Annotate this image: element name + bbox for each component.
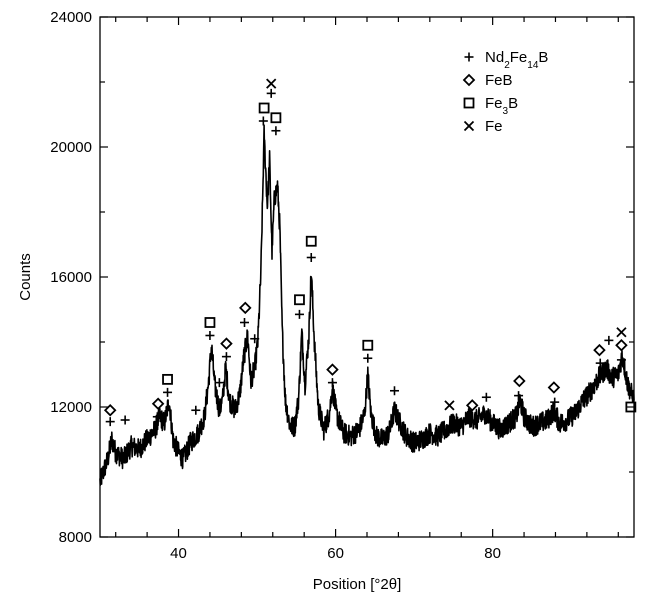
- y-axis-title: Counts: [17, 253, 34, 301]
- marker-diamond: [513, 374, 526, 388]
- legend-item: FeB: [462, 72, 513, 89]
- legend-label: FeB: [485, 72, 513, 89]
- marker-square: [463, 97, 475, 109]
- marker-plus: [550, 397, 560, 407]
- plot-area: [99, 78, 637, 486]
- marker-cross: [616, 327, 627, 338]
- marker-plus: [294, 309, 304, 319]
- marker-plus: [389, 386, 399, 396]
- y-tick-label: 12000: [50, 399, 92, 416]
- marker-plus: [205, 331, 215, 340]
- y-tick-label: 24000: [50, 9, 92, 26]
- marker-plus: [239, 318, 249, 327]
- marker-plus: [604, 335, 614, 345]
- marker-plus: [191, 405, 201, 415]
- series-line: [99, 124, 635, 486]
- marker-diamond: [220, 337, 233, 350]
- legend-label: Fe: [485, 118, 503, 135]
- marker-plus: [258, 116, 268, 126]
- y-tick-label: 16000: [50, 269, 92, 286]
- marker-plus: [306, 253, 316, 262]
- marker-diamond: [593, 343, 606, 357]
- marker-square: [305, 235, 317, 247]
- marker-cross: [463, 120, 475, 132]
- legend-item: Fe3B: [463, 95, 518, 117]
- marker-square: [362, 339, 374, 351]
- marker-diamond: [465, 399, 479, 412]
- y-tick-label: 8000: [59, 529, 92, 546]
- marker-square: [294, 294, 305, 306]
- legend-item: Fe: [463, 118, 503, 135]
- marker-plus: [105, 417, 115, 427]
- marker-plus: [214, 378, 224, 388]
- marker-cross: [444, 400, 455, 411]
- legend-item: Nd2Fe14B: [464, 49, 548, 71]
- marker-square: [162, 373, 173, 385]
- marker-diamond: [462, 73, 476, 87]
- marker-plus: [616, 355, 626, 365]
- marker-plus: [363, 353, 373, 363]
- marker-diamond: [547, 381, 561, 394]
- marker-plus: [464, 52, 474, 62]
- marker-square: [258, 102, 270, 114]
- marker-square: [270, 112, 282, 124]
- x-axis-title: Position [°2θ]: [313, 576, 402, 593]
- marker-diamond: [239, 301, 252, 315]
- marker-diamond: [615, 338, 628, 352]
- y-tick-label: 20000: [50, 139, 92, 156]
- marker-plus: [271, 126, 281, 136]
- marker-diamond: [326, 363, 339, 376]
- legend-label: Nd2Fe14B: [485, 49, 548, 71]
- marker-diamond: [151, 397, 165, 411]
- legend-label: Fe3B: [485, 95, 518, 117]
- marker-plus: [481, 392, 491, 402]
- marker-plus: [163, 387, 173, 397]
- marker-plus: [595, 358, 605, 368]
- marker-plus: [221, 352, 231, 362]
- marker-plus: [327, 378, 337, 388]
- x-tick-label: 40: [170, 545, 187, 562]
- axes: 8000 12000 16000 20000 24000 40 60 80: [50, 9, 635, 562]
- marker-plus: [152, 412, 162, 422]
- x-tick-label: 60: [327, 545, 344, 562]
- marker-diamond: [103, 403, 117, 417]
- marker-plus: [250, 334, 260, 344]
- x-tick-label: 80: [484, 545, 501, 562]
- marker-plus: [514, 391, 524, 401]
- marker-plus: [266, 88, 276, 98]
- marker-square: [204, 317, 216, 328]
- marker-cross: [266, 78, 277, 89]
- marker-plus: [120, 415, 130, 425]
